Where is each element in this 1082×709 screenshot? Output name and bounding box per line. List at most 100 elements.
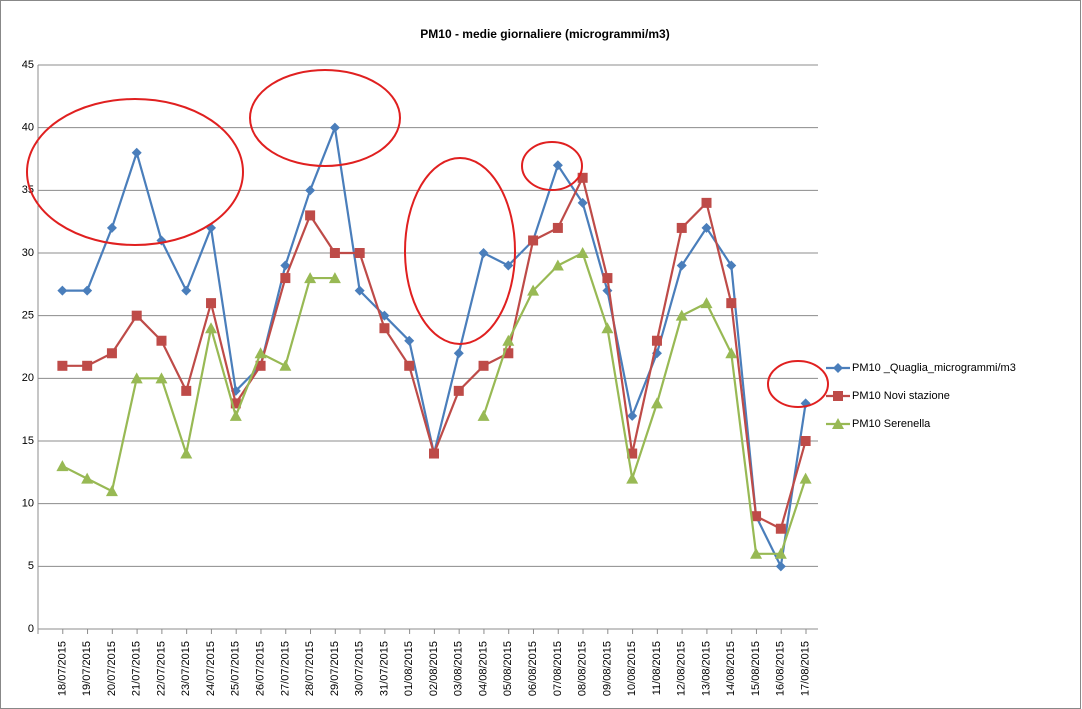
x-tick-label: 01/08/2015 xyxy=(403,641,415,696)
marker xyxy=(404,335,415,346)
marker xyxy=(429,448,439,459)
marker xyxy=(800,436,811,446)
x-tick-label: 23/07/2015 xyxy=(180,641,192,696)
x-tick-label: 10/08/2015 xyxy=(626,641,638,696)
marker xyxy=(230,398,241,409)
series-line xyxy=(61,251,807,555)
legend-label: PM10 _Quaglia_microgrammi/m3 xyxy=(852,362,1016,374)
x-tick-label: 07/08/2015 xyxy=(552,641,564,696)
marker xyxy=(255,360,266,371)
marker xyxy=(329,122,340,133)
annotation-ellipse xyxy=(404,157,516,345)
x-tick-label: 29/07/2015 xyxy=(329,641,341,696)
marker xyxy=(601,322,614,334)
marker xyxy=(676,260,687,271)
marker xyxy=(774,547,787,559)
x-tick-label: 21/07/2015 xyxy=(131,641,143,696)
annotation-ellipse xyxy=(767,360,829,408)
marker xyxy=(131,147,142,158)
y-tick-label: 5 xyxy=(28,560,34,572)
x-tick-label: 04/08/2015 xyxy=(477,641,489,696)
y-tick-label: 10 xyxy=(22,498,34,510)
marker xyxy=(477,409,490,421)
marker xyxy=(478,248,489,258)
marker xyxy=(552,160,563,171)
marker xyxy=(57,285,68,296)
marker xyxy=(726,260,737,271)
marker xyxy=(279,359,292,371)
marker xyxy=(775,523,786,534)
marker xyxy=(81,472,94,484)
marker xyxy=(528,235,539,246)
marker xyxy=(280,273,291,284)
marker xyxy=(701,222,712,233)
marker xyxy=(527,284,540,296)
marker xyxy=(229,409,242,421)
marker xyxy=(700,297,713,309)
marker xyxy=(833,391,843,401)
marker xyxy=(57,360,68,371)
marker xyxy=(206,298,217,309)
marker xyxy=(156,335,167,346)
x-tick-label: 12/08/2015 xyxy=(676,641,688,696)
x-tick-label: 11/08/2015 xyxy=(651,641,663,695)
marker xyxy=(305,185,316,196)
x-tick-label: 14/08/2015 xyxy=(725,641,737,696)
x-tick-label: 15/08/2015 xyxy=(750,641,762,696)
y-tick-label: 45 xyxy=(22,59,34,71)
marker xyxy=(181,385,192,396)
marker xyxy=(453,348,464,359)
x-tick-label: 09/08/2015 xyxy=(601,641,613,696)
marker xyxy=(701,197,712,208)
legend-label: PM10 Novi stazione xyxy=(852,390,950,402)
marker xyxy=(725,347,738,359)
marker xyxy=(404,360,415,371)
annotation-ellipse xyxy=(521,141,583,191)
y-tick-label: 0 xyxy=(28,623,34,635)
marker xyxy=(106,222,117,233)
marker xyxy=(304,272,317,284)
x-tick-label: 17/08/2015 xyxy=(800,641,812,696)
marker xyxy=(626,472,639,484)
annotation-ellipse xyxy=(249,69,401,167)
x-tick-label: 02/08/2015 xyxy=(428,641,440,696)
marker xyxy=(576,247,589,258)
marker xyxy=(551,259,564,271)
y-tick-label: 30 xyxy=(22,247,34,259)
x-tick-label: 06/08/2015 xyxy=(527,641,539,696)
annotation-ellipse xyxy=(26,98,244,246)
x-tick-label: 08/08/2015 xyxy=(577,641,589,696)
marker xyxy=(254,347,267,359)
marker xyxy=(775,561,786,572)
marker xyxy=(328,272,341,284)
marker xyxy=(181,285,192,296)
marker xyxy=(627,410,638,421)
x-tick-label: 05/08/2015 xyxy=(502,641,514,696)
marker xyxy=(280,260,291,271)
x-tick-label: 19/07/2015 xyxy=(81,641,93,696)
marker xyxy=(329,248,340,258)
legend-label: PM10 Serenella xyxy=(852,418,931,430)
y-tick-label: 40 xyxy=(22,122,34,134)
marker xyxy=(478,360,489,371)
marker xyxy=(503,348,514,359)
y-tick-label: 25 xyxy=(22,310,34,322)
x-tick-label: 18/07/2015 xyxy=(56,641,68,696)
x-tick-label: 25/07/2015 xyxy=(230,641,242,696)
marker xyxy=(379,323,390,334)
marker xyxy=(106,348,117,359)
marker xyxy=(56,460,69,472)
marker xyxy=(832,418,844,429)
x-tick-label: 03/08/2015 xyxy=(453,641,465,696)
marker xyxy=(354,285,365,296)
marker xyxy=(503,260,514,271)
marker xyxy=(650,397,663,409)
marker xyxy=(105,485,118,497)
marker xyxy=(726,298,737,309)
marker xyxy=(675,309,688,321)
y-tick-label: 15 xyxy=(22,435,34,447)
annotations xyxy=(26,69,829,408)
marker xyxy=(602,273,613,284)
